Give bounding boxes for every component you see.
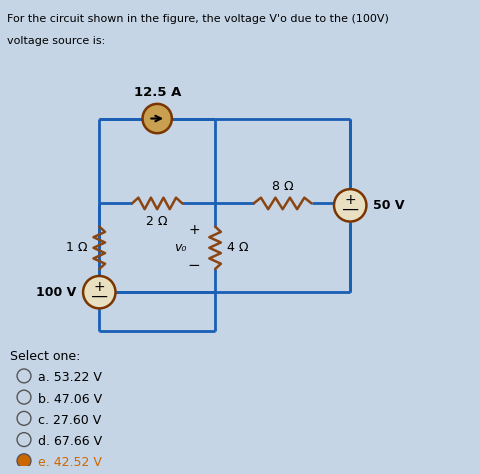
Text: 4 Ω: 4 Ω — [226, 241, 248, 255]
Text: e. 42.52 V: e. 42.52 V — [37, 456, 101, 469]
Text: c. 27.60 V: c. 27.60 V — [37, 414, 101, 427]
Circle shape — [17, 454, 31, 468]
Text: 1 Ω: 1 Ω — [66, 241, 87, 255]
Text: −: − — [187, 258, 200, 273]
Text: b. 47.06 V: b. 47.06 V — [37, 392, 101, 406]
Text: 12.5 A: 12.5 A — [133, 86, 180, 99]
Text: 8 Ω: 8 Ω — [271, 180, 293, 192]
Text: v₀: v₀ — [174, 241, 186, 255]
Text: voltage source is:: voltage source is: — [7, 36, 105, 46]
Text: ―: ― — [92, 289, 107, 303]
Text: +: + — [188, 223, 199, 237]
Text: 100 V: 100 V — [36, 286, 76, 299]
Text: a. 53.22 V: a. 53.22 V — [37, 371, 101, 384]
Text: +: + — [93, 280, 105, 294]
Circle shape — [83, 276, 115, 309]
Circle shape — [333, 189, 366, 221]
Circle shape — [142, 104, 171, 133]
Text: Select one:: Select one: — [11, 350, 81, 363]
Text: d. 67.66 V: d. 67.66 V — [37, 435, 101, 448]
Text: +: + — [344, 193, 355, 207]
Text: 50 V: 50 V — [372, 199, 404, 212]
Text: 2 Ω: 2 Ω — [146, 215, 168, 228]
Text: ―: ― — [342, 202, 357, 217]
Text: For the circuit shown in the figure, the voltage V'o due to the (100V): For the circuit shown in the figure, the… — [7, 14, 388, 24]
